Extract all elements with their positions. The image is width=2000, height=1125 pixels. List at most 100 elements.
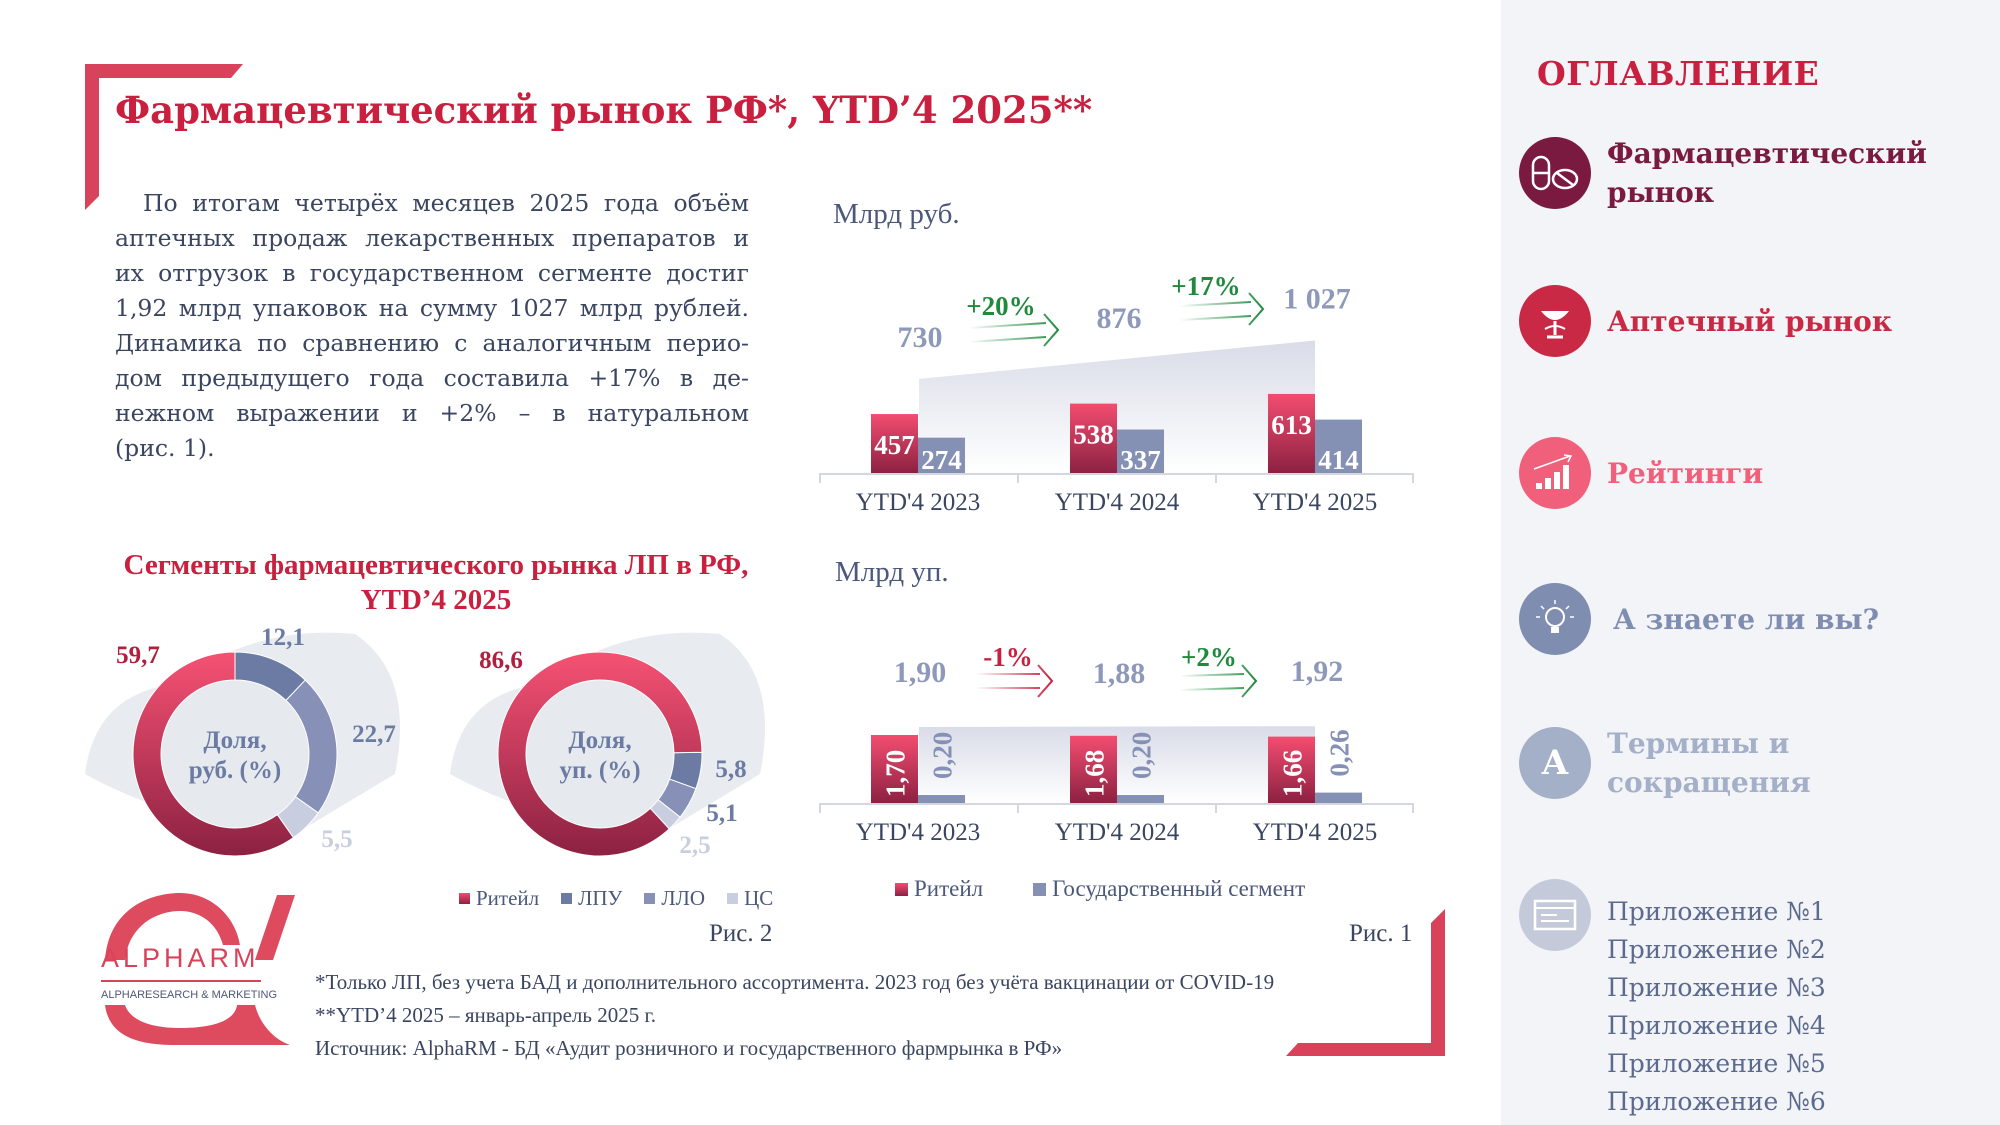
bar-retail — [1070, 403, 1117, 473]
figure-label-1: Рис. 1 — [1349, 920, 1413, 947]
summary-line: аптечных продаж лекарственных препаратов… — [115, 224, 749, 252]
slice-label: 12,1 — [261, 624, 305, 651]
total-label: 1,90 — [894, 656, 947, 689]
donut-center — [526, 680, 674, 828]
bar-label-gov: 0,20 — [1127, 732, 1157, 779]
bar-retail — [1268, 736, 1315, 803]
appendix-link-1[interactable]: Приложение №1 — [1607, 897, 1826, 926]
bar-label-retail: 613 — [1271, 410, 1312, 440]
legend-swatch — [1033, 882, 1047, 896]
growth-arrow — [976, 664, 1054, 698]
chart-packs-unit: Млрд уп. — [835, 556, 949, 588]
donut-title-line: Сегменты фармацевтического рынка ЛП в РФ… — [123, 549, 749, 581]
toc-label: Рейтинги — [1607, 456, 1764, 490]
donut-center-label: руб. (%) — [189, 757, 281, 784]
page-title: Фармацевтический рынок РФ*, YTD’4 2025** — [115, 88, 1093, 132]
toc-label: Аптечный рынок — [1607, 304, 1893, 338]
slice-label: 59,7 — [116, 642, 160, 669]
x-tick-label: YTD'4 2024 — [1055, 489, 1180, 516]
bar-gov — [1315, 419, 1362, 473]
toc-item-did-you-know[interactable]: А знаете ли вы? — [1519, 583, 1879, 655]
legend-label: Ритейл — [476, 886, 540, 910]
total-label: 730 — [898, 321, 943, 354]
legend-label: ЛЛО — [661, 886, 706, 910]
appendix-link-4[interactable]: Приложение №4 — [1607, 1011, 1826, 1040]
growth-label: -1% — [983, 642, 1033, 672]
appendix-link-6[interactable]: Приложение №6 — [1607, 1087, 1826, 1116]
toc-label: Фармацевтический рынок — [1607, 137, 1927, 209]
bar-label-gov: 0,20 — [928, 732, 958, 779]
x-tick-label: YTD'4 2024 — [1055, 819, 1180, 846]
bar-gov — [918, 795, 965, 803]
bar-chart-icon — [1519, 437, 1591, 509]
footnote: Источник: AlphaRM - БД «Аудит розничного… — [315, 1036, 1063, 1060]
legend-swatch — [727, 893, 739, 904]
pills-icon — [1519, 137, 1591, 209]
toc-label: Термины и сокращения — [1607, 727, 1811, 799]
appendix-link-5[interactable]: Приложение №5 — [1607, 1049, 1826, 1078]
toc-title: ОГЛАВЛЕНИЕ — [1537, 54, 1820, 93]
legend-item-lpu: ЛПУ — [561, 886, 622, 911]
corner-bracket-bottom-right — [1286, 909, 1445, 1056]
toc-item-pharma-market[interactable]: Фармацевтический рынок — [1519, 134, 1927, 212]
bar-label-retail: 1,68 — [1080, 750, 1110, 797]
letter-a-icon: A — [1519, 727, 1591, 799]
legend-item-gov: Государственный сегмент — [1033, 876, 1305, 902]
table-of-contents-sidebar: ОГЛАВЛЕНИЕ Фармацевтический рынок Аптечны… — [1501, 0, 2000, 1125]
chart-packs-legend: Ритейл Государственный сегмент — [895, 876, 1327, 902]
appendix-link-2[interactable]: Приложение №2 — [1607, 935, 1826, 964]
growth-arrow — [1179, 292, 1265, 326]
total-label: 1,88 — [1093, 657, 1146, 690]
x-tick-label: YTD'4 2023 — [856, 819, 981, 846]
bar-label-retail: 1,70 — [881, 750, 911, 797]
bar-retail — [871, 414, 918, 473]
toc-item-ratings[interactable]: Рейтинги — [1519, 437, 1763, 509]
legend-item-llo: ЛЛО — [644, 886, 705, 911]
growth-label: +2% — [1181, 642, 1237, 672]
slice-label: 5,1 — [706, 800, 737, 827]
bar-label-retail: 457 — [874, 430, 915, 460]
donut-center-label: Доля, — [203, 727, 266, 754]
appendix-link-3[interactable]: Приложение №3 — [1607, 973, 1826, 1002]
legend-item-retail: Ритейл — [895, 876, 983, 902]
x-tick-label: YTD'4 2025 — [1253, 819, 1378, 846]
donut-slice-3 — [497, 651, 703, 857]
summary-line: 1,92 млрд упаковок на сумму 1027 млрд ру… — [115, 294, 749, 322]
document-icon — [1519, 879, 1591, 951]
figure-label-2: Рис. 2 — [709, 920, 773, 947]
growth-label: +17% — [1171, 271, 1240, 301]
legend-label: Государственный сегмент — [1052, 876, 1306, 901]
bar-label-gov: 337 — [1120, 445, 1161, 475]
summary-line: Динамика по сравнению с аналогичным пери… — [115, 329, 749, 357]
toc-item-pharmacy-market[interactable]: Аптечный рынок — [1519, 285, 1892, 357]
bar-gov — [918, 437, 965, 473]
footnote: *Только ЛП, без учета БАД и дополнительн… — [315, 970, 1275, 994]
lightbulb-icon — [1519, 583, 1591, 655]
donut-title-line: YTD’4 2025 — [360, 584, 512, 616]
summary-line: дом предыдущего года составила +17% в де… — [115, 364, 749, 392]
legend-label: ЦС — [744, 886, 774, 910]
donut-section-title: Сегменты фармацевтического рынка ЛП в РФ… — [100, 548, 772, 618]
chart-packs: YTD'4 2023 1,90 1,70 0,20 YTD'4 2024 1,88 1,68… — [819, 642, 1414, 846]
bar-label-gov: 274 — [921, 445, 962, 475]
donut-legend: Ритейл ЛПУ ЛЛО ЦС — [459, 886, 795, 911]
bar-retail — [871, 735, 918, 803]
legend-swatch — [459, 893, 470, 904]
bar-label-retail: 538 — [1073, 420, 1114, 450]
legend-item-retail: Ритейл — [459, 886, 539, 911]
growth-arrow — [968, 313, 1060, 347]
bar-label-gov: 0,26 — [1325, 729, 1355, 776]
slice-label: 86,6 — [479, 647, 523, 674]
legend-item-cs: ЦС — [727, 886, 773, 911]
summary-line: По итогам четырёх месяцев 2025 года объё… — [143, 189, 749, 217]
growth-arrow — [1179, 664, 1258, 698]
summary-line: нежном выражении и +2% – в натуральном — [115, 399, 749, 427]
total-label: 1,92 — [1291, 655, 1344, 688]
toc-item-terms[interactable]: A Термины и сокращения — [1519, 724, 1811, 802]
bar-retail — [1268, 393, 1315, 473]
footnotes: *Только ЛП, без учета БАД и дополнительн… — [315, 966, 1274, 1065]
total-label: 876 — [1097, 302, 1142, 335]
bar-gov — [1117, 795, 1164, 803]
